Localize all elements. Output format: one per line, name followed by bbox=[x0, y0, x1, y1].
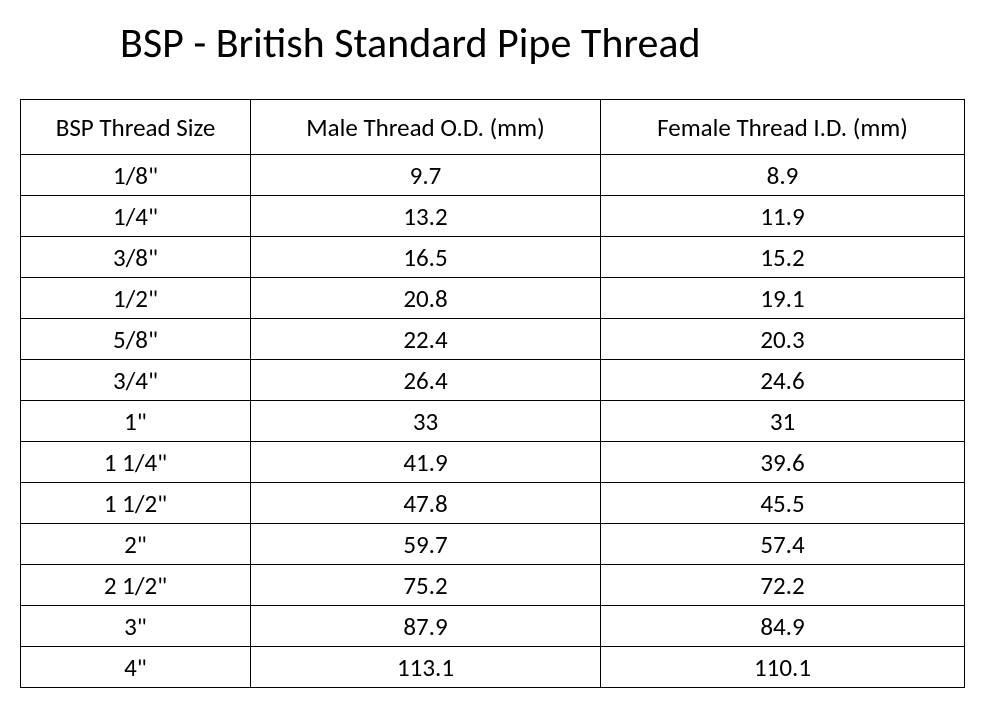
cell-size: 1/4" bbox=[21, 196, 251, 237]
table-row: 1/2" 20.8 19.1 bbox=[21, 278, 965, 319]
cell-female: 31 bbox=[601, 401, 965, 442]
cell-size: 1/2" bbox=[21, 278, 251, 319]
cell-male: 20.8 bbox=[251, 278, 601, 319]
cell-female: 39.6 bbox=[601, 442, 965, 483]
cell-male: 59.7 bbox=[251, 524, 601, 565]
cell-male: 33 bbox=[251, 401, 601, 442]
table-row: 4" 113.1 110.1 bbox=[21, 647, 965, 688]
cell-female: 57.4 bbox=[601, 524, 965, 565]
cell-male: 41.9 bbox=[251, 442, 601, 483]
cell-female: 15.2 bbox=[601, 237, 965, 278]
cell-male: 75.2 bbox=[251, 565, 601, 606]
page-container: BSP - British Standard Pipe Thread BSP T… bbox=[0, 0, 984, 708]
cell-male: 26.4 bbox=[251, 360, 601, 401]
cell-size: 5/8" bbox=[21, 319, 251, 360]
table-row: 3" 87.9 84.9 bbox=[21, 606, 965, 647]
cell-male: 87.9 bbox=[251, 606, 601, 647]
cell-size: 3/4" bbox=[21, 360, 251, 401]
cell-female: 45.5 bbox=[601, 483, 965, 524]
table-row: 2 1/2" 75.2 72.2 bbox=[21, 565, 965, 606]
cell-size: 1" bbox=[21, 401, 251, 442]
col-header-male: Male Thread O.D. (mm) bbox=[251, 100, 601, 155]
page-title: BSP - British Standard Pipe Thread bbox=[120, 18, 964, 69]
table-row: 5/8" 22.4 20.3 bbox=[21, 319, 965, 360]
cell-size: 2 1/2" bbox=[21, 565, 251, 606]
cell-male: 47.8 bbox=[251, 483, 601, 524]
cell-female: 72.2 bbox=[601, 565, 965, 606]
table-row: 1/4" 13.2 11.9 bbox=[21, 196, 965, 237]
cell-female: 20.3 bbox=[601, 319, 965, 360]
cell-female: 19.1 bbox=[601, 278, 965, 319]
cell-size: 3" bbox=[21, 606, 251, 647]
bsp-thread-table: BSP Thread Size Male Thread O.D. (mm) Fe… bbox=[20, 99, 965, 688]
table-row: 1" 33 31 bbox=[21, 401, 965, 442]
table-header-row: BSP Thread Size Male Thread O.D. (mm) Fe… bbox=[21, 100, 965, 155]
cell-female: 84.9 bbox=[601, 606, 965, 647]
table-row: 3/4" 26.4 24.6 bbox=[21, 360, 965, 401]
cell-male: 22.4 bbox=[251, 319, 601, 360]
cell-size: 1/8" bbox=[21, 155, 251, 196]
table-row: 1 1/2" 47.8 45.5 bbox=[21, 483, 965, 524]
cell-male: 113.1 bbox=[251, 647, 601, 688]
table-row: 3/8" 16.5 15.2 bbox=[21, 237, 965, 278]
table-row: 1/8" 9.7 8.9 bbox=[21, 155, 965, 196]
col-header-female: Female Thread I.D. (mm) bbox=[601, 100, 965, 155]
cell-male: 13.2 bbox=[251, 196, 601, 237]
cell-female: 11.9 bbox=[601, 196, 965, 237]
table-row: 2" 59.7 57.4 bbox=[21, 524, 965, 565]
cell-size: 3/8" bbox=[21, 237, 251, 278]
cell-female: 24.6 bbox=[601, 360, 965, 401]
cell-male: 9.7 bbox=[251, 155, 601, 196]
cell-male: 16.5 bbox=[251, 237, 601, 278]
cell-female: 110.1 bbox=[601, 647, 965, 688]
cell-size: 4" bbox=[21, 647, 251, 688]
col-header-size: BSP Thread Size bbox=[21, 100, 251, 155]
cell-size: 1 1/4" bbox=[21, 442, 251, 483]
cell-size: 2" bbox=[21, 524, 251, 565]
cell-female: 8.9 bbox=[601, 155, 965, 196]
cell-size: 1 1/2" bbox=[21, 483, 251, 524]
table-row: 1 1/4" 41.9 39.6 bbox=[21, 442, 965, 483]
